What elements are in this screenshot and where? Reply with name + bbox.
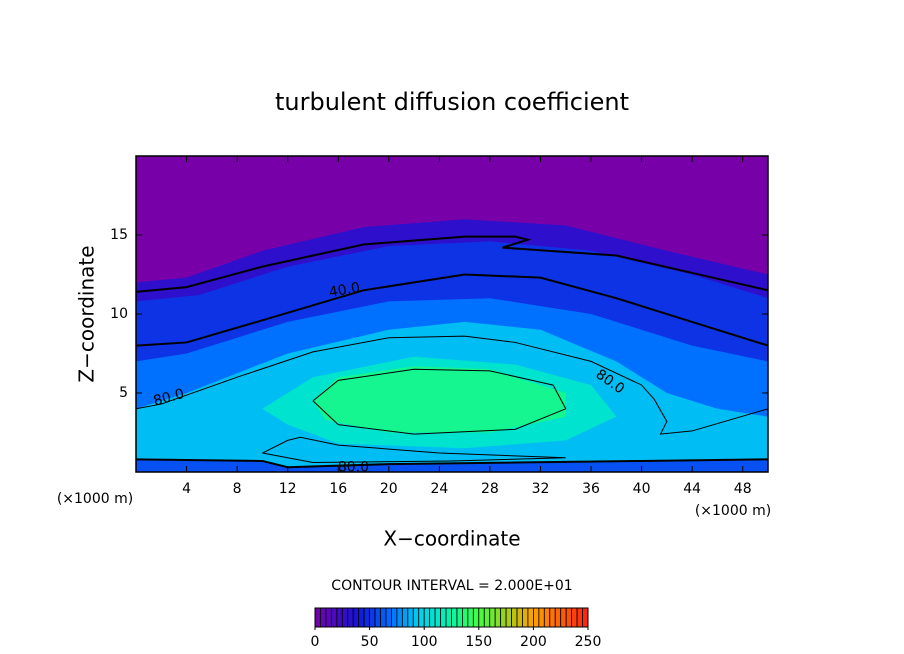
x-tick-label: 12	[279, 481, 297, 497]
colorbar-tick-label: 50	[361, 634, 379, 650]
y-axis-label: Z−coordinate	[75, 245, 99, 382]
colorbar-cell	[391, 607, 398, 628]
colorbar-cell	[445, 607, 452, 628]
colorbar-cell	[467, 607, 474, 628]
colorbar-cell	[538, 607, 545, 628]
colorbar-cell	[380, 607, 387, 628]
contour-line	[136, 273, 768, 347]
colorbar-cell	[407, 607, 414, 628]
colorbar-cell	[478, 607, 485, 628]
colorbar-cell	[451, 607, 458, 628]
colorbar-cell	[418, 607, 425, 628]
colorbar-cell	[347, 607, 354, 628]
colorbar-cell	[462, 607, 469, 628]
colorbar-cell	[571, 607, 578, 628]
contour-label: 80.0	[152, 386, 186, 410]
colorbar-cell	[358, 607, 365, 628]
x-tick-label: 24	[430, 481, 448, 497]
colorbar-cell	[576, 607, 583, 628]
x-tick-label: 40	[633, 481, 651, 497]
colorbar-cell	[527, 607, 534, 628]
colorbar-cell	[325, 607, 332, 628]
filled-region	[312, 366, 566, 433]
colorbar-cell	[401, 607, 409, 628]
colorbar-tick-label: 100	[411, 634, 438, 650]
colorbar-cell	[336, 607, 343, 628]
y-tick-label: 10	[110, 306, 128, 322]
colorbar-cell	[582, 607, 589, 628]
colorbar-cell	[434, 607, 441, 628]
colorbar-cell	[330, 607, 338, 628]
colorbar-cell	[412, 607, 420, 628]
colorbar-cell	[543, 607, 551, 628]
colorbar-cell	[396, 607, 403, 628]
contour-label: 40.0	[328, 280, 361, 301]
colorbar-cell	[456, 607, 463, 628]
colorbar-tick-label: 0	[311, 634, 320, 650]
colorbar-cell	[565, 607, 573, 628]
colorbar-cell	[352, 607, 360, 628]
colorbar-cell	[511, 607, 518, 628]
colorbar-cell	[385, 607, 392, 628]
colorbar-tick-label: 250	[575, 634, 602, 650]
x-tick-label: 8	[233, 481, 242, 497]
colorbar-cell	[516, 607, 523, 628]
colorbar-frame	[314, 607, 589, 628]
colorbar-cell	[314, 607, 321, 628]
colorbar-cell	[341, 607, 349, 628]
colorbar-cell	[494, 607, 502, 628]
colorbar-cell	[500, 607, 507, 628]
contour-line	[136, 335, 768, 435]
colorbar-cell	[440, 607, 447, 628]
colorbar-cell	[489, 607, 496, 628]
colorbar-cell	[483, 607, 491, 628]
x-tick-label: 28	[481, 481, 499, 497]
plot-area: 40.080.080.080.0	[136, 156, 768, 475]
contour-interval: CONTOUR INTERVAL = 2.000E+01	[331, 578, 572, 594]
colorbar-cell	[560, 607, 567, 628]
chart-title: turbulent diffusion coefficient	[275, 88, 629, 116]
contour-label: 80.0	[338, 459, 369, 475]
colorbar-tick-label: 150	[465, 634, 492, 650]
x-tick-label: 4	[182, 481, 191, 497]
contour-line	[312, 368, 567, 435]
contour-line	[136, 235, 768, 293]
x-tick-label: 32	[532, 481, 550, 497]
x-unit-label: (×1000 m)	[57, 491, 133, 507]
colorbar-cell	[505, 607, 512, 628]
x-unit-label: (×1000 m)	[695, 503, 771, 519]
x-tick-label: 48	[734, 481, 752, 497]
colorbar-cell	[320, 607, 327, 628]
colorbar-cell	[472, 607, 480, 628]
contour-line	[136, 458, 768, 469]
colorbar-cell	[369, 607, 376, 628]
colorbar-cell	[554, 607, 562, 628]
contour-line	[262, 436, 566, 464]
colorbar-cell	[423, 607, 431, 628]
colorbar-cell	[429, 607, 436, 628]
x-tick-label: 16	[329, 481, 347, 497]
x-tick-label: 44	[683, 481, 701, 497]
y-tick-label: 5	[119, 385, 128, 401]
colorbar-tick-label: 200	[520, 634, 547, 650]
colorbar-cell	[363, 607, 371, 628]
y-tick-label: 15	[110, 227, 128, 243]
colorbar-cell	[522, 607, 529, 628]
colorbar-cell	[533, 607, 540, 628]
colorbar-cell	[549, 607, 556, 628]
colorbar-cell	[374, 607, 381, 628]
x-tick-label: 20	[380, 481, 398, 497]
x-axis-label: X−coordinate	[383, 527, 520, 551]
x-tick-label: 36	[582, 481, 600, 497]
filled-region	[136, 459, 768, 472]
